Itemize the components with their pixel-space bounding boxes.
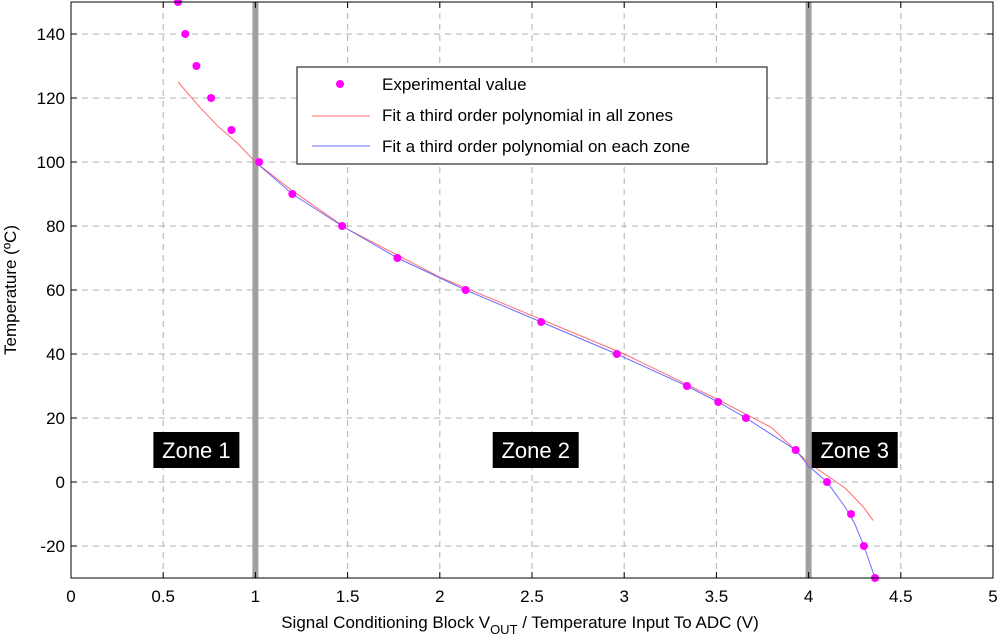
zone-label: Zone 2 <box>492 432 579 468</box>
zone-label-box <box>153 432 240 468</box>
data-point <box>847 510 855 518</box>
legend-label-all-zones: Fit a third order polynomial in all zone… <box>382 106 673 125</box>
ticks: 0 0.5 1 1.5 2 2.5 3 3.5 4 4.5 5 -20 0 20 40 60 80 100 120 1… <box>37 2 998 606</box>
legend-label-each-zone: Fit a third order polynomial on each zon… <box>382 137 690 156</box>
y-tick-label: 100 <box>37 153 65 172</box>
data-point <box>537 318 546 326</box>
legend: Experimental value Fit a third order pol… <box>296 66 768 165</box>
y-tick-label: 120 <box>37 89 65 108</box>
data-point <box>288 190 297 198</box>
x-axis-label: Signal Conditioning Block VOUT / Tempera… <box>281 613 759 637</box>
x-tick-label: 0.5 <box>151 587 175 606</box>
data-point <box>174 0 182 6</box>
y-axis-label: Temperature (ºC) <box>1 225 20 355</box>
zone-label: Zone 3 <box>811 432 898 468</box>
x-tick-label: 4.5 <box>889 587 913 606</box>
data-point <box>393 254 402 262</box>
legend-marker-experimental <box>336 80 344 88</box>
y-tick-label: 40 <box>46 345 65 364</box>
data-point <box>207 94 216 102</box>
zone-label-text: Zone 2 <box>501 438 570 463</box>
legend-box <box>296 66 768 165</box>
data-point <box>461 286 470 294</box>
y-tick-label: 0 <box>56 473 65 492</box>
zone-label: Zone 1 <box>153 432 240 468</box>
data-point <box>612 350 621 358</box>
x-tick-label: 2 <box>435 587 444 606</box>
y-tick-label: 140 <box>37 25 65 44</box>
zone-label-box <box>492 432 579 468</box>
y-tick-label: 80 <box>46 217 65 236</box>
y-tick-label: 20 <box>46 409 65 428</box>
x-tick-label: 3.5 <box>705 587 729 606</box>
x-tick-label: 2.5 <box>520 587 544 606</box>
data-point <box>338 222 347 230</box>
data-point <box>192 62 201 70</box>
data-point <box>714 398 723 406</box>
data-point <box>741 414 750 422</box>
zone-label-text: Zone 1 <box>162 438 231 463</box>
data-point <box>823 478 831 486</box>
data-point <box>181 30 190 38</box>
zone-boundaries <box>252 2 812 578</box>
data-point <box>682 382 691 390</box>
y-tick-label: 60 <box>46 281 65 300</box>
x-tick-label: 3 <box>619 587 628 606</box>
zone-label-box <box>811 432 898 468</box>
x-tick-label: 5 <box>988 587 997 606</box>
series-line <box>177 81 874 521</box>
data-point <box>255 158 264 166</box>
data-point <box>227 126 236 134</box>
x-tick-label: 4 <box>804 587 813 606</box>
zone-labels: Zone 1 Zone 2 Zone 3 <box>153 432 898 468</box>
legend-label-experimental: Experimental value <box>382 75 527 94</box>
x-tick-label: 1.5 <box>336 587 360 606</box>
zone-label-text: Zone 3 <box>820 438 889 463</box>
x-tick-label: 1 <box>251 587 260 606</box>
data-point <box>859 542 868 550</box>
y-tick-label: -20 <box>40 537 65 556</box>
x-tick-label: 0 <box>66 587 75 606</box>
data-point <box>791 446 800 454</box>
series <box>174 0 879 582</box>
